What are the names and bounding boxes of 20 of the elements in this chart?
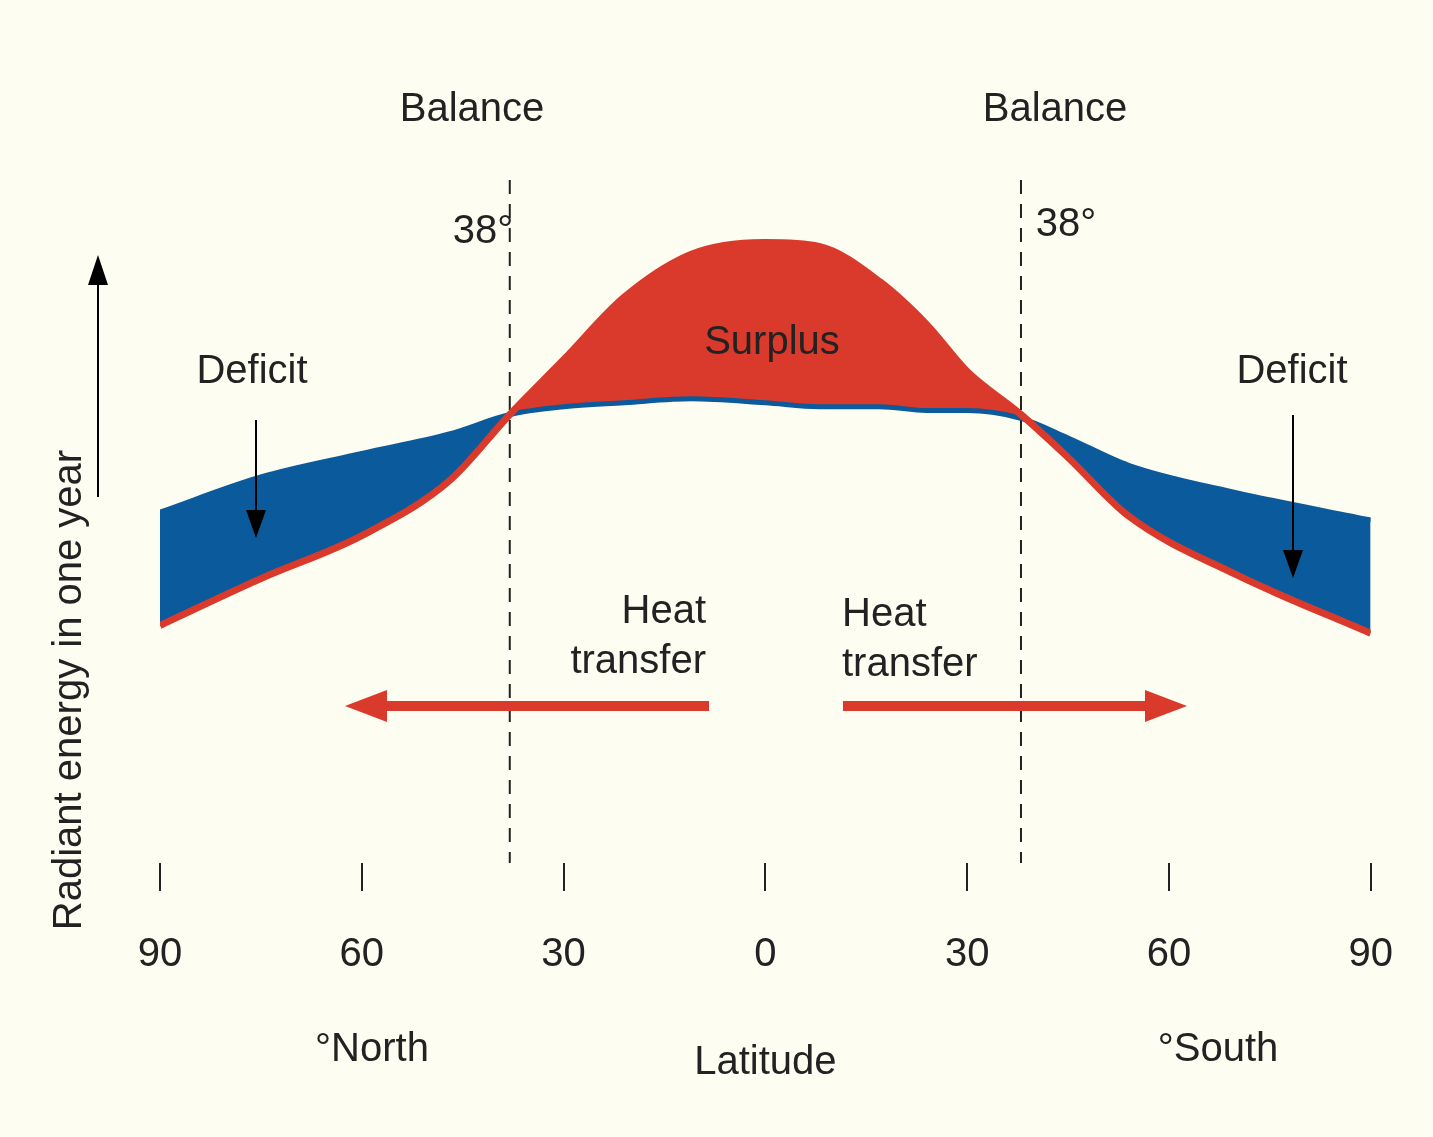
- x-tick-label: 0: [754, 930, 777, 975]
- annotation: 38°: [1035, 200, 1097, 245]
- text: Balance: [982, 85, 1128, 130]
- annotation: Surplus: [704, 318, 840, 363]
- annotation: Heat transfer: [842, 590, 978, 685]
- x-tick-label: 30: [541, 930, 586, 975]
- x-tick-label: 30: [944, 930, 990, 975]
- x-tick-label: 60: [339, 930, 385, 975]
- x-tick-label: 90: [1348, 930, 1393, 975]
- text: °North: [315, 1025, 429, 1070]
- x-axis-title: Latitude: [694, 1038, 837, 1083]
- text: Balance: [399, 85, 545, 130]
- y-axis-title: Radiant energy in one year: [45, 449, 90, 931]
- text: °South: [1157, 1025, 1279, 1070]
- annotation: Heat transfer: [570, 587, 706, 682]
- x-tick-label: 60: [1146, 930, 1192, 975]
- annotation: 38°: [452, 207, 514, 252]
- annotation: Deficit: [196, 347, 308, 392]
- x-tick-label: 90: [137, 930, 183, 975]
- annotation: Deficit: [1236, 347, 1348, 392]
